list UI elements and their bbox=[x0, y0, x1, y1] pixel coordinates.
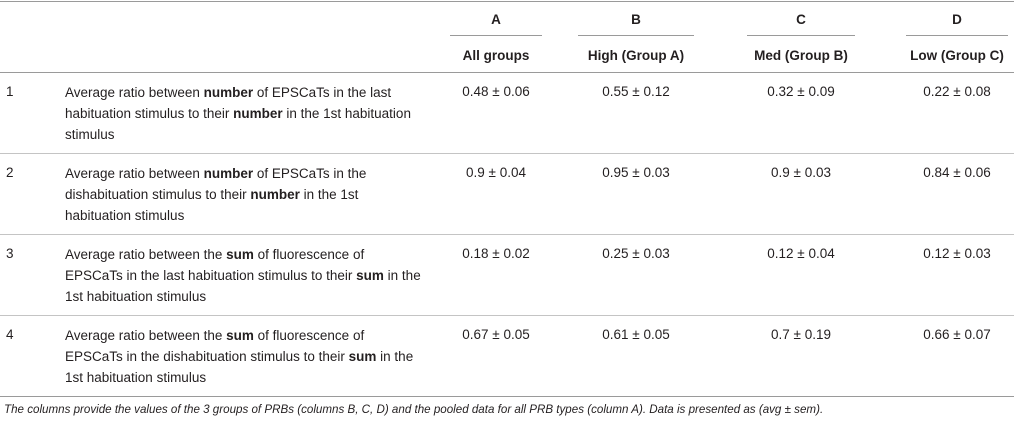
cell-value: 0.18 ± 0.02 bbox=[462, 246, 530, 261]
cell-value: 0.22 ± 0.08 bbox=[923, 84, 991, 99]
emphasized-term: sum bbox=[226, 247, 254, 262]
cell-value: 0.55 ± 0.12 bbox=[602, 84, 670, 99]
row-number: 3 bbox=[6, 246, 14, 261]
table-top-rule bbox=[0, 1, 1014, 2]
column-header-underline bbox=[450, 35, 542, 36]
cell-value: 0.61 ± 0.05 bbox=[602, 327, 670, 342]
cell-value: 0.9 ± 0.04 bbox=[466, 165, 526, 180]
header-bottom-rule bbox=[0, 72, 1014, 73]
cell-value: 0.67 ± 0.05 bbox=[462, 327, 530, 342]
emphasized-term: number bbox=[233, 106, 283, 121]
row-divider bbox=[0, 315, 1014, 316]
column-subtitle: Low (Group C) bbox=[910, 48, 1004, 63]
column-letter: B bbox=[631, 12, 641, 27]
emphasized-term: number bbox=[203, 85, 254, 100]
column-header-underline bbox=[747, 35, 855, 36]
row-number: 2 bbox=[6, 165, 14, 180]
row-description: Average ratio between number of EPSCaTs … bbox=[65, 85, 411, 142]
row-number: 1 bbox=[6, 84, 14, 99]
column-subtitle: Med (Group B) bbox=[754, 48, 848, 63]
cell-value: 0.25 ± 0.03 bbox=[602, 246, 670, 261]
cell-value: 0.66 ± 0.07 bbox=[923, 327, 991, 342]
emphasized-term: sum bbox=[356, 268, 384, 283]
row-description: Average ratio between number of EPSCaTs … bbox=[65, 166, 367, 223]
column-header-underline bbox=[906, 35, 1008, 36]
table-footnote: The columns provide the values of the 3 … bbox=[4, 403, 824, 416]
column-subtitle: All groups bbox=[462, 48, 530, 63]
emphasized-term: number bbox=[250, 187, 300, 202]
column-subtitle: High (Group A) bbox=[587, 48, 685, 63]
emphasized-term: sum bbox=[226, 328, 254, 343]
cell-value: 0.12 ± 0.04 bbox=[767, 246, 835, 261]
cell-value: 0.48 ± 0.06 bbox=[462, 84, 530, 99]
cell-value: 0.32 ± 0.09 bbox=[767, 84, 835, 99]
cell-value: 0.9 ± 0.03 bbox=[771, 165, 831, 180]
column-letter: D bbox=[952, 12, 962, 27]
table-bottom-rule bbox=[0, 396, 1014, 397]
emphasized-term: sum bbox=[348, 349, 377, 364]
column-letter: A bbox=[491, 12, 501, 27]
row-divider bbox=[0, 153, 1014, 154]
row-description: Average ratio between the sum of fluores… bbox=[65, 247, 421, 304]
cell-value: 0.7 ± 0.19 bbox=[771, 327, 831, 342]
column-letter: C bbox=[796, 12, 806, 27]
row-divider bbox=[0, 234, 1014, 235]
emphasized-term: number bbox=[203, 166, 254, 181]
row-number: 4 bbox=[6, 327, 14, 342]
cell-value: 0.95 ± 0.03 bbox=[602, 165, 670, 180]
cell-value: 0.12 ± 0.03 bbox=[923, 246, 991, 261]
cell-value: 0.84 ± 0.06 bbox=[923, 165, 991, 180]
column-header-underline bbox=[578, 35, 694, 36]
row-description: Average ratio between the sum of fluores… bbox=[65, 328, 414, 385]
